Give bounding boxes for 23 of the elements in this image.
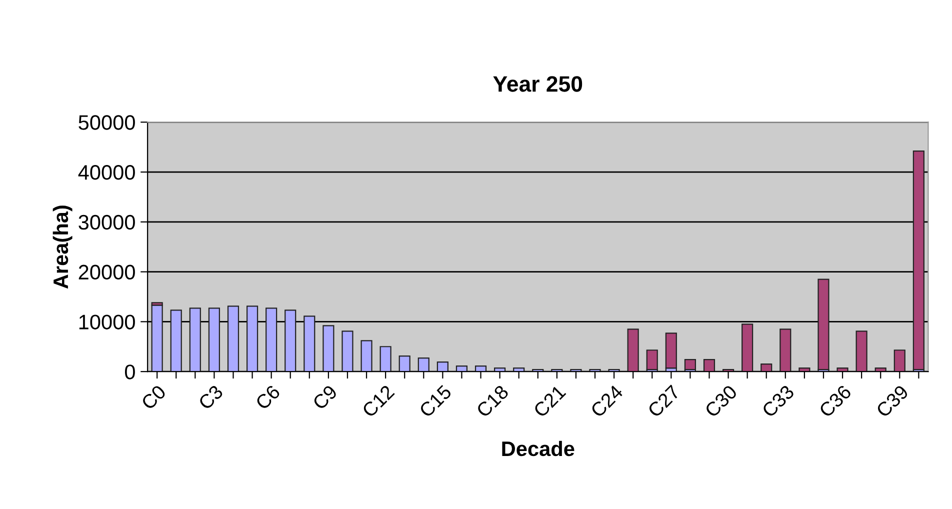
y-tick-label: 20000 bbox=[78, 264, 135, 280]
x-tick-label: C24 bbox=[590, 384, 624, 418]
x-tick-label: C33 bbox=[761, 384, 795, 418]
x-tick-label: C21 bbox=[532, 384, 566, 418]
x-tick-label: C39 bbox=[875, 384, 910, 418]
x-tick-label: C18 bbox=[476, 384, 510, 418]
y-tick-label: 10000 bbox=[79, 314, 135, 330]
x-tick-label: C15 bbox=[418, 384, 452, 418]
x-tick-label: C30 bbox=[704, 384, 738, 418]
y-axis-title: Area(ha) bbox=[52, 206, 72, 289]
y-tick-label: 40000 bbox=[78, 165, 135, 180]
x-tick-label: C36 bbox=[818, 384, 852, 418]
y-tick-label: 50000 bbox=[78, 115, 135, 130]
x-tick-label: C6 bbox=[254, 384, 281, 410]
x-tick-label: C3 bbox=[198, 384, 224, 410]
x-tick-label: C27 bbox=[647, 384, 681, 418]
x-axis-title: Decade bbox=[502, 440, 574, 456]
y-tick-label: 0 bbox=[124, 364, 135, 380]
x-tick-label: C0 bbox=[140, 384, 167, 410]
x-tick-label: C12 bbox=[361, 384, 395, 418]
y-tick-label: 30000 bbox=[78, 214, 135, 230]
chart-title: Year 250 bbox=[493, 76, 582, 92]
x-tick-label: C9 bbox=[312, 384, 338, 410]
